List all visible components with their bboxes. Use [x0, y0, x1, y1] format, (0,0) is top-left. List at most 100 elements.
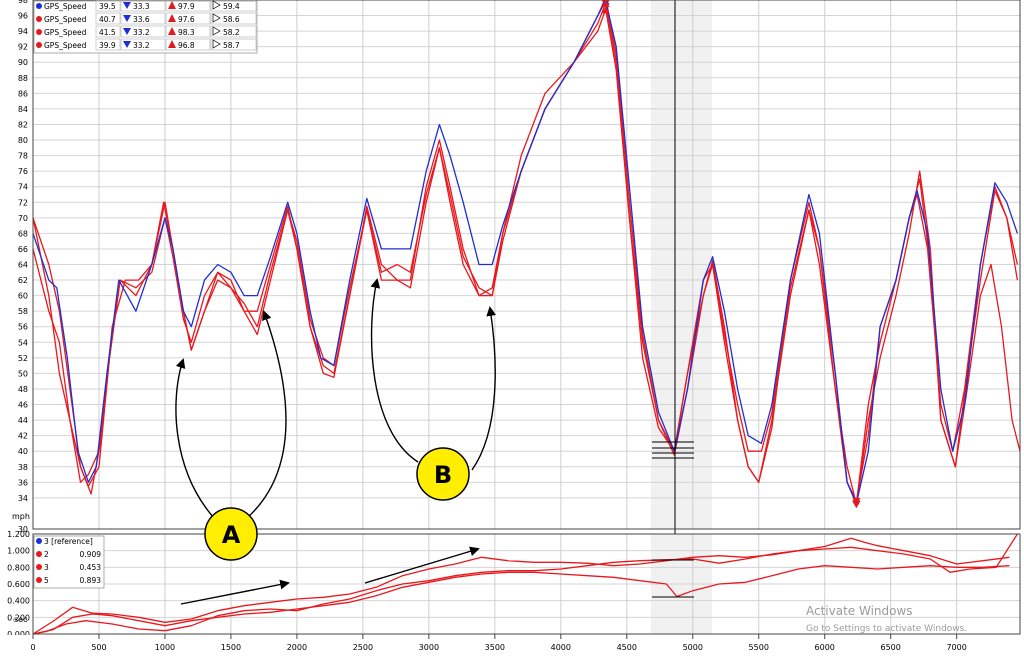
legend-cell	[120, 0, 166, 12]
speed-grid	[32, 0, 1020, 530]
speed-legend-row[interactable]: GPS_Speed 39.5 33.3 97.9 59.4	[36, 0, 257, 12]
x-axis: 0 500 1000 1500 2000 2500 3000 3500 4000 4500 5000…	[0, 634, 1024, 656]
speed-y-tick: 64	[18, 261, 28, 270]
speed-legend-max: 96.8	[178, 41, 195, 50]
speed-y-tick: 70	[18, 214, 28, 223]
speed-legend-row[interactable]: GPS_Speed 40.7 33.6 97.6 58.6	[36, 12, 257, 25]
delta-legend-row[interactable]: 3 [reference]	[36, 537, 93, 546]
x-tick-label: 3500	[485, 643, 505, 652]
speed-legend-min: 33.3	[133, 2, 150, 11]
legend-cell	[165, 25, 211, 38]
speed-y-tick: 98	[18, 0, 28, 5]
speed-legend-name: GPS_Speed	[44, 15, 87, 24]
speed-y-tick: 62	[18, 276, 28, 285]
legend-cell	[120, 25, 166, 38]
delta-y-tick: 0.000	[7, 630, 30, 639]
speed-legend-max: 97.6	[178, 15, 195, 24]
speed-y-tick: 90	[18, 58, 28, 67]
speed-legend-current: 39.9	[99, 41, 116, 50]
legend-cell	[165, 0, 211, 12]
x-tick-label: 6500	[881, 643, 901, 652]
x-tick-label: 2500	[353, 643, 373, 652]
delta-legend: 3 [reference] 2 0.909 3 0.453 5 0.893	[33, 535, 105, 589]
delta-legend-row[interactable]: 2 0.909	[36, 550, 101, 559]
speed-y-tick: 72	[18, 198, 28, 207]
legend-cell	[95, 38, 121, 51]
delta-series-line-2	[32, 533, 1018, 635]
speed-legend-avg: 58.6	[223, 15, 240, 24]
x-tick-label: 5000	[683, 643, 703, 652]
speed-y-tick: 96	[18, 12, 28, 21]
speed-legend-max: 98.3	[178, 28, 195, 37]
arrow-a-right	[246, 310, 287, 519]
legend-cell	[120, 12, 166, 25]
avg-triangle-icon	[212, 39, 221, 49]
speed-y-tick: 44	[18, 416, 28, 425]
speed-y-ticks: 30 34 36 38 40 42 44 46 48 50 52 54 56 58 60 62 64 66 68 70…	[18, 0, 28, 534]
speed-y-tick: 56	[18, 323, 28, 332]
x-tick-label: 5500	[749, 643, 769, 652]
delta-legend-value: 0.893	[80, 576, 102, 585]
max-triangle-icon	[168, 40, 176, 48]
delta-series	[32, 533, 1018, 635]
arrow-a-left	[175, 358, 215, 519]
speed-y-tick: 46	[18, 401, 28, 410]
speed-y-tick: 54	[18, 338, 28, 347]
speed-legend-avg: 58.2	[223, 28, 240, 37]
speed-y-tick: 48	[18, 385, 28, 394]
delta-legend-name: 5	[44, 576, 49, 585]
speed-y-tick: 78	[18, 152, 28, 161]
speed-y-tick: 88	[18, 74, 28, 83]
watermark-title: Activate Windows	[806, 604, 913, 618]
speed-y-tick: 50	[18, 369, 28, 378]
x-tick-label: 3000	[419, 643, 439, 652]
arrow-b-left	[370, 278, 419, 463]
delta-legend-name: 3 [reference]	[44, 537, 93, 546]
speed-y-tick: 40	[18, 447, 28, 456]
delta-y-label: sec	[14, 615, 28, 624]
speed-y-tick: 94	[18, 27, 28, 36]
speed-min-marker	[852, 501, 861, 509]
x-tick-label: 6000	[815, 643, 835, 652]
speed-legend-min: 33.2	[133, 28, 150, 37]
speed-y-tick: 58	[18, 307, 28, 316]
max-triangle-icon	[168, 14, 176, 22]
x-tick-label: 1000	[155, 643, 175, 652]
speed-y-tick: 86	[18, 89, 28, 98]
speed-y-tick: 42	[18, 432, 28, 441]
x-tick-label: 0	[30, 643, 35, 652]
delta-legend-row[interactable]: 5 0.893	[36, 576, 101, 585]
legend-cell	[120, 38, 166, 51]
legend-cell	[165, 38, 211, 51]
trend-arrow-1	[180, 579, 290, 605]
marker-a: A	[204, 507, 258, 561]
legend-cell	[210, 0, 257, 12]
speed-legend-current: 39.5	[99, 2, 116, 11]
speed-legend-row[interactable]: GPS_Speed 41.5 33.2 98.3 58.2	[36, 25, 257, 38]
max-triangle-icon	[168, 1, 176, 9]
speed-legend-row[interactable]: GPS_Speed 39.9 33.2 96.8 58.7	[36, 38, 257, 51]
delta-y-tick: 0.200	[7, 613, 30, 622]
speed-legend-max: 97.9	[178, 2, 195, 11]
speed-legend-min: 33.2	[133, 41, 150, 50]
speed-panel: 3034363840424446485052545658606264666870…	[12, 0, 1021, 634]
x-tick-label: 2000	[287, 643, 307, 652]
delta-y-tick: 1.000	[7, 547, 30, 556]
avg-triangle-icon	[212, 0, 221, 10]
x-tick-label: 7000	[946, 643, 966, 652]
speed-legend-name: GPS_Speed	[44, 2, 87, 11]
legend-cell	[210, 38, 257, 51]
min-triangle-icon	[123, 2, 131, 9]
arrow-b-right	[471, 306, 497, 471]
speed-legend: GPS_Speed 39.5 33.3 97.9 59.4 GPS_Speed 40.7 33…	[33, 0, 258, 54]
speed-legend-name: GPS_Speed	[44, 41, 87, 50]
delta-legend-row[interactable]: 3 0.453	[36, 563, 101, 572]
min-triangle-icon	[123, 41, 131, 48]
delta-series-line-0	[32, 537, 1010, 635]
legend-dot-icon	[36, 3, 42, 9]
speed-y-tick: 80	[18, 136, 28, 145]
speed-y-tick: 82	[18, 120, 28, 129]
trend-arrow-2	[364, 546, 480, 584]
x-tick-label: 500	[91, 643, 106, 652]
